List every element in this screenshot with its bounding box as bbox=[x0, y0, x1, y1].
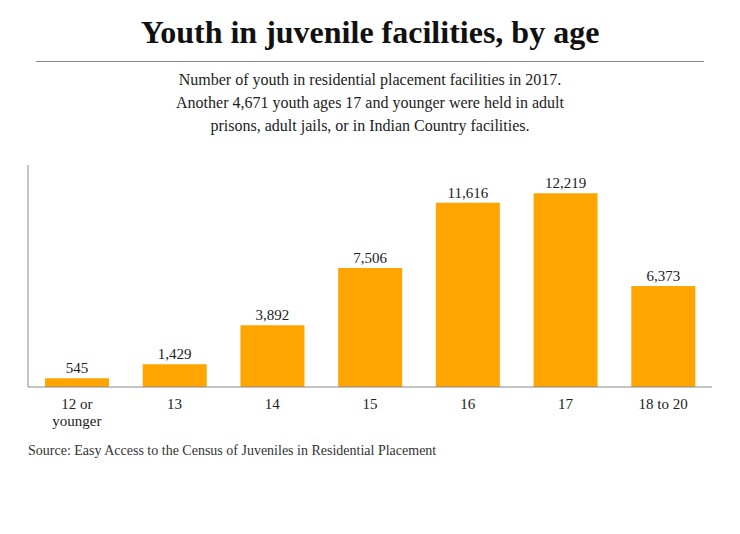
html-text:Another 4,671 youth ages 17 an: Another 4,671 youth ages 17 and younger … bbox=[176, 94, 564, 111]
svg-text:14: 14 bbox=[265, 396, 281, 412]
svg-text:17: 17 bbox=[558, 396, 574, 412]
svg-text:13: 13 bbox=[167, 396, 182, 412]
svg-text:18 to 20: 18 to 20 bbox=[639, 396, 688, 412]
html-text:Source: Easy Access to the Cen: Source: Easy Access to the Census of Juv… bbox=[28, 443, 437, 458]
svg-text:16: 16 bbox=[460, 396, 476, 412]
svg-text:1,429: 1,429 bbox=[158, 346, 192, 362]
svg-text:3,892: 3,892 bbox=[256, 307, 290, 323]
html-text:Youth in juvenile facilities,: Youth in juvenile facilities, by age bbox=[140, 14, 600, 50]
svg-text:12 oryounger: 12 oryounger bbox=[52, 396, 101, 429]
html-text:prisons, adult jails, or in In: prisons, adult jails, or in Indian Count… bbox=[210, 117, 530, 134]
html-text:Number of youth in residential: Number of youth in residential placement… bbox=[178, 71, 562, 88]
svg-text:545: 545 bbox=[66, 360, 89, 376]
svg-text:12,219: 12,219 bbox=[545, 175, 586, 191]
svg-text:6,373: 6,373 bbox=[646, 268, 680, 284]
svg-text:11,616: 11,616 bbox=[448, 185, 489, 201]
svg-text:7,506: 7,506 bbox=[353, 250, 387, 266]
svg-text:15: 15 bbox=[363, 396, 378, 412]
